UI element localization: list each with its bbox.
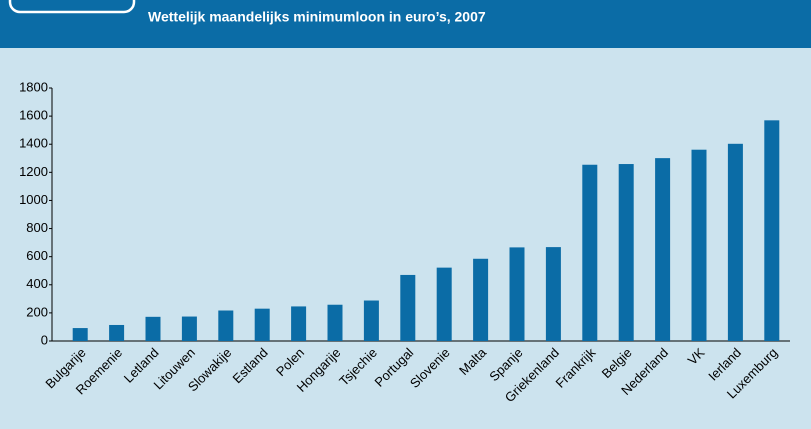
y-tick-label: 0 bbox=[41, 332, 48, 347]
y-tick-label: 600 bbox=[26, 248, 48, 263]
y-tick-label: 800 bbox=[26, 220, 48, 235]
y-tick-label: 400 bbox=[26, 276, 48, 291]
bar bbox=[72, 328, 88, 341]
bar bbox=[582, 164, 598, 341]
y-tick-label: 1400 bbox=[19, 136, 48, 151]
bar bbox=[509, 247, 525, 341]
bar bbox=[218, 310, 234, 341]
bar bbox=[254, 308, 270, 341]
bar bbox=[363, 300, 379, 341]
y-tick-label: 200 bbox=[26, 304, 48, 319]
y-tick-label: 1800 bbox=[19, 79, 48, 94]
bar bbox=[436, 267, 452, 341]
bar bbox=[545, 247, 561, 341]
header-badge bbox=[8, 0, 136, 14]
y-tick-label: 1600 bbox=[19, 108, 48, 123]
bar bbox=[400, 274, 416, 341]
bar bbox=[618, 164, 634, 341]
bar bbox=[327, 304, 343, 341]
header-band bbox=[0, 0, 811, 48]
bar bbox=[473, 258, 489, 341]
bar bbox=[291, 306, 307, 341]
y-tick-label: 1000 bbox=[19, 192, 48, 207]
bar bbox=[109, 324, 125, 341]
chart-title: Wettelijk maandelijks minimumloon in eur… bbox=[148, 9, 486, 25]
bar bbox=[655, 158, 671, 341]
bar bbox=[691, 149, 707, 341]
bar bbox=[764, 120, 780, 341]
bar bbox=[727, 143, 743, 341]
bar bbox=[145, 316, 161, 341]
y-tick-label: 1200 bbox=[19, 164, 48, 179]
bar bbox=[181, 316, 197, 341]
